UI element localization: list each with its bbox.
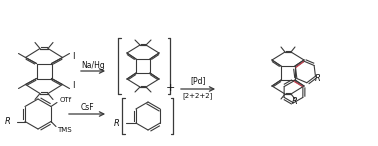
Text: I: I	[73, 52, 75, 61]
Text: R: R	[5, 117, 11, 126]
Text: I: I	[73, 81, 75, 90]
Text: R: R	[292, 97, 298, 106]
Text: R: R	[114, 119, 120, 127]
Text: R: R	[315, 74, 321, 83]
Text: OTf: OTf	[60, 98, 72, 104]
Text: [2+2+2]: [2+2+2]	[183, 93, 213, 99]
Text: TMS: TMS	[57, 127, 71, 133]
Text: [Pd]: [Pd]	[190, 77, 206, 86]
Text: CsF: CsF	[80, 104, 94, 113]
Text: +: +	[165, 83, 175, 93]
Text: Na/Hg: Na/Hg	[81, 61, 105, 71]
